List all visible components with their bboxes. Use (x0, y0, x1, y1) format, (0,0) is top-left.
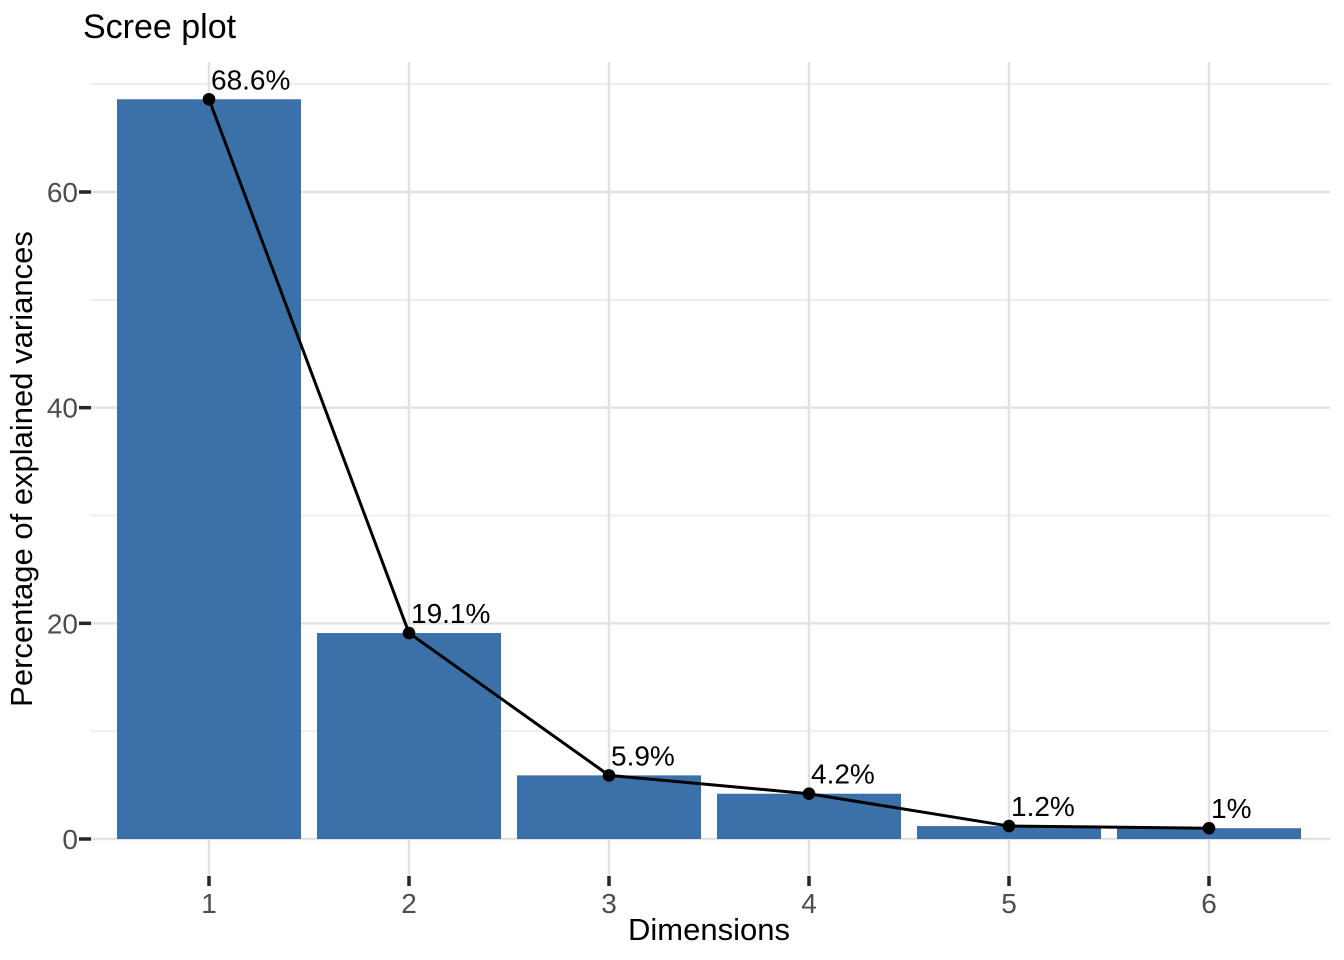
y-tick-label: 40 (47, 393, 78, 424)
x-tick-label: 6 (1201, 888, 1217, 919)
bar (117, 99, 301, 839)
point-label: 1% (1211, 793, 1251, 824)
x-axis-title: Dimensions (628, 912, 790, 947)
point-label: 1.2% (1011, 791, 1075, 822)
x-tick-label: 4 (801, 888, 817, 919)
tick-marks (79, 190, 1211, 886)
line-layer (202, 92, 1216, 835)
chart-title: Scree plot (83, 8, 237, 46)
point-labels: 68.6% 19.1% 5.9% 4.2% 1.2% 1% (211, 64, 1251, 824)
data-point (402, 626, 416, 640)
data-point (802, 787, 816, 801)
bar (717, 793, 901, 839)
scree-line (207, 98, 1210, 830)
x-tick-label: 1 (201, 888, 217, 919)
bars-layer (117, 99, 1301, 839)
point-label: 68.6% (211, 64, 290, 95)
x-tick-label: 2 (401, 888, 417, 919)
y-tick-label: 60 (47, 177, 78, 208)
x-tick-label: 3 (601, 888, 617, 919)
bar (517, 775, 701, 839)
bar (317, 633, 501, 839)
point-label: 5.9% (611, 740, 675, 771)
data-point (1002, 819, 1016, 833)
y-axis-title: Percentage of explained variances (4, 231, 39, 707)
data-point (1202, 821, 1216, 835)
y-tick-label: 20 (47, 608, 78, 639)
point-label: 4.2% (811, 759, 875, 790)
data-point (202, 92, 216, 106)
data-point (602, 769, 616, 782)
point-label: 19.1% (411, 598, 490, 629)
x-tick-label: 5 (1001, 888, 1017, 919)
y-tick-label: 0 (62, 824, 78, 855)
bar (917, 826, 1101, 839)
